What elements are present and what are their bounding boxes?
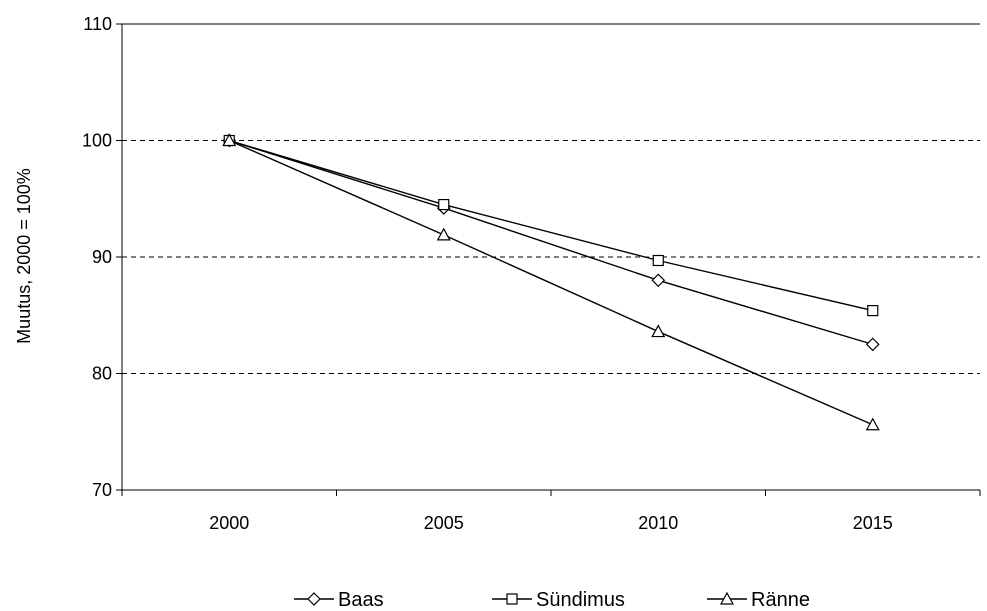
- gridlines: [122, 23, 980, 374]
- data-point: [438, 198, 450, 211]
- y-axis-title: Muutus, 2000 = 100%: [14, 168, 34, 344]
- legend-item-baas: Baas: [294, 589, 384, 611]
- data-point: [222, 133, 237, 147]
- data-point: [652, 254, 664, 267]
- legend-marker: [719, 591, 735, 605]
- series-r-nne: [222, 133, 880, 431]
- y-tick-label: 80: [92, 364, 112, 384]
- y-tick-label: 90: [92, 247, 112, 267]
- legend-marker: [307, 592, 321, 606]
- legend-label: Ränne: [751, 589, 810, 611]
- data-point: [436, 227, 451, 241]
- data-point: [865, 417, 880, 431]
- y-tick-label: 70: [92, 480, 112, 500]
- legend-label: Baas: [338, 589, 384, 611]
- legend-item-s-ndimus: Sündimus: [492, 589, 625, 611]
- series-baas: [222, 133, 880, 352]
- x-tick-label: 2015: [853, 513, 893, 533]
- x-tick-label: 2010: [638, 513, 678, 533]
- y-axis-ticks: 70 80 90 100 110: [82, 14, 122, 500]
- series-line: [228, 139, 874, 426]
- data-point: [651, 324, 666, 338]
- y-tick-label: 110: [83, 14, 112, 34]
- legend-label: Sündimus: [536, 589, 625, 611]
- series-line: [229, 139, 873, 346]
- data-point: [651, 273, 666, 288]
- x-tick-label: 2000: [209, 513, 249, 533]
- series-line: [229, 139, 873, 312]
- legend: Baas Sündimus Ränne: [294, 589, 810, 611]
- data-point: [867, 304, 879, 317]
- x-tick-label: 2005: [424, 513, 464, 533]
- data-point: [865, 337, 880, 352]
- x-axis-ticks: 2000 2005 2010 2015: [121, 490, 981, 533]
- legend-marker: [506, 593, 518, 605]
- series-group: [222, 133, 880, 431]
- series-s-ndimus: [223, 134, 879, 317]
- legend-item-r-nne: Ränne: [707, 589, 810, 611]
- y-tick-label: 100: [82, 131, 112, 151]
